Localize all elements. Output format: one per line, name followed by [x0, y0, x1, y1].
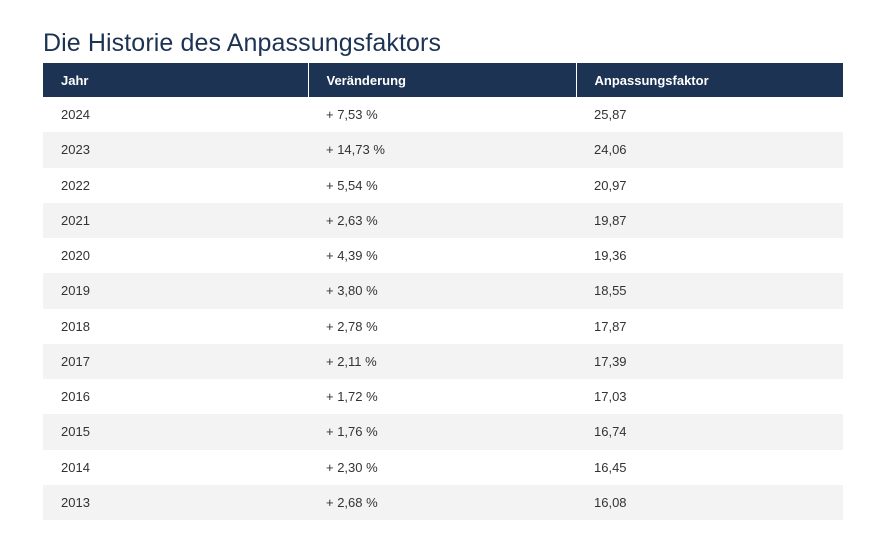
- factor-cell: 19,87: [594, 212, 627, 228]
- table-row: 2021 + 2,63 % 19,87: [43, 202, 843, 238]
- table-row: 2015 + 1,76 % 16,74: [43, 414, 843, 450]
- factor-cell: 16,74: [594, 424, 627, 440]
- year-cell: 2013: [61, 494, 90, 510]
- year-cell: 2020: [61, 248, 90, 264]
- change-cell: + 4,39 %: [326, 248, 378, 264]
- table-row: 2014 + 2,30 % 16,45: [43, 449, 843, 485]
- year-cell: 2016: [61, 389, 90, 405]
- change-cell: + 2,30 %: [326, 459, 378, 475]
- table-container: Die Historie des Anpassungsfaktors Jahr …: [43, 26, 843, 520]
- year-cell: 2018: [61, 318, 90, 334]
- factor-cell: 16,45: [594, 459, 627, 475]
- table-row: 2017 + 2,11 % 17,39: [43, 343, 843, 379]
- column-header-jahr: Jahr: [43, 63, 309, 97]
- table-row: 2018 + 2,78 % 17,87: [43, 308, 843, 344]
- year-cell: 2021: [61, 212, 90, 228]
- column-header-veraenderung: Veränderung: [308, 63, 577, 97]
- table-row: 2022 + 5,54 % 20,97: [43, 167, 843, 203]
- page-title: Die Historie des Anpassungsfaktors: [43, 29, 442, 57]
- table-row: 2023 + 14,73 % 24,06: [43, 132, 843, 168]
- column-header-anpassungsfaktor: Anpassungsfaktor: [594, 72, 709, 88]
- factor-cell: 20,97: [594, 177, 627, 193]
- year-cell: 2024: [61, 107, 90, 123]
- change-cell: + 7,53 %: [326, 107, 378, 123]
- table-row: 2013 + 2,68 % 16,08: [43, 484, 843, 520]
- change-cell: + 1,72 %: [326, 389, 378, 405]
- factor-cell: 17,87: [594, 318, 627, 334]
- change-cell: + 2,63 %: [326, 212, 378, 228]
- year-cell: 2022: [61, 177, 90, 193]
- change-cell: + 14,73 %: [326, 142, 385, 158]
- change-cell: + 5,54 %: [326, 177, 378, 193]
- change-cell: + 2,68 %: [326, 494, 378, 510]
- table-row: 2019 + 3,80 % 18,55: [43, 273, 843, 309]
- change-cell: + 2,78 %: [326, 318, 378, 334]
- factor-cell: 18,55: [594, 283, 627, 299]
- table-body: 2024 + 7,53 % 25,87 2023 + 14,73 % 24,06 2022 +…: [43, 97, 843, 520]
- factor-cell: 17,03: [594, 389, 627, 405]
- data-table: Jahr Veränderung Anpassungsfaktor 2024 + …: [43, 63, 843, 520]
- factor-cell: 16,08: [594, 494, 627, 510]
- year-cell: 2023: [61, 142, 90, 158]
- table-row: 2024 + 7,53 % 25,87: [43, 97, 843, 133]
- table-row: 2020 + 4,39 % 19,36: [43, 238, 843, 274]
- factor-cell: 17,39: [594, 353, 627, 369]
- factor-cell: 24,06: [594, 142, 627, 158]
- table-row: 2016 + 1,72 % 17,03: [43, 379, 843, 415]
- factor-cell: 25,87: [594, 107, 627, 123]
- change-cell: + 2,11 %: [326, 353, 377, 369]
- year-cell: 2014: [61, 459, 90, 475]
- year-cell: 2019: [61, 283, 90, 299]
- year-cell: 2017: [61, 353, 90, 369]
- year-cell: 2015: [61, 424, 90, 440]
- table-header-row: Jahr Veränderung Anpassungsfaktor: [43, 63, 843, 97]
- change-cell: + 1,76 %: [326, 424, 378, 440]
- factor-cell: 19,36: [594, 248, 627, 264]
- change-cell: + 3,80 %: [326, 283, 378, 299]
